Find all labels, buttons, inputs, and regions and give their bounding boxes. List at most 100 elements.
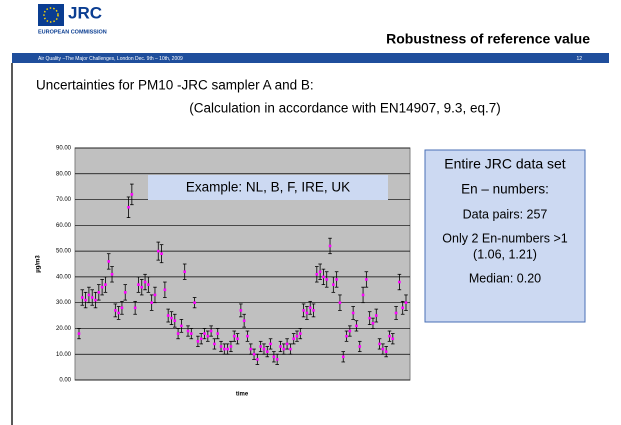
point bbox=[209, 329, 213, 333]
point bbox=[137, 283, 140, 286]
logo-stars bbox=[43, 7, 59, 23]
point bbox=[236, 337, 239, 341]
slide-title: Robustness of reference value bbox=[386, 31, 590, 47]
point bbox=[345, 334, 348, 338]
point bbox=[143, 280, 147, 284]
point bbox=[249, 347, 253, 351]
info-text: Median: 0.20 bbox=[469, 271, 541, 285]
logo-sub: EUROPEAN COMMISSION bbox=[38, 29, 107, 35]
point bbox=[110, 273, 114, 276]
point bbox=[262, 347, 266, 351]
point bbox=[365, 278, 368, 281]
point bbox=[120, 306, 124, 310]
point bbox=[388, 334, 391, 338]
point bbox=[130, 193, 134, 196]
point bbox=[332, 283, 335, 286]
point bbox=[107, 260, 111, 263]
point bbox=[351, 311, 355, 315]
point bbox=[335, 278, 338, 281]
point bbox=[338, 301, 342, 304]
point bbox=[318, 270, 322, 274]
point bbox=[374, 314, 378, 317]
point bbox=[322, 275, 325, 279]
point bbox=[295, 334, 299, 338]
point bbox=[84, 298, 87, 302]
y-tick-label: 80.00 bbox=[56, 171, 72, 177]
point bbox=[299, 332, 302, 335]
footer-band bbox=[12, 53, 609, 63]
point bbox=[328, 244, 332, 248]
point bbox=[246, 334, 249, 338]
info-text: (1.06, 1.21) bbox=[473, 247, 537, 261]
point bbox=[127, 205, 130, 209]
point bbox=[252, 352, 256, 356]
point bbox=[153, 293, 157, 297]
info-text: Data pairs: 257 bbox=[463, 207, 548, 221]
logo-flag bbox=[38, 4, 64, 26]
point bbox=[81, 296, 84, 299]
page-number: 12 bbox=[576, 56, 582, 62]
point bbox=[203, 332, 206, 335]
point bbox=[292, 337, 295, 341]
point bbox=[361, 293, 365, 297]
point bbox=[269, 342, 272, 346]
point bbox=[381, 347, 385, 351]
x-axis-label: time bbox=[236, 392, 249, 398]
y-tick-label: 10.00 bbox=[56, 352, 72, 358]
point bbox=[371, 321, 375, 325]
y-axis-label: µg/m3 bbox=[36, 255, 42, 273]
heading: Uncertainties for PM10 -JRC sampler A an… bbox=[36, 78, 314, 93]
point bbox=[166, 314, 170, 317]
point bbox=[150, 301, 153, 304]
point bbox=[242, 319, 246, 323]
point bbox=[193, 301, 196, 304]
point bbox=[308, 306, 312, 310]
point bbox=[97, 291, 101, 294]
y-tick-label: 50.00 bbox=[56, 249, 72, 255]
point bbox=[384, 350, 388, 353]
point bbox=[368, 316, 371, 320]
point bbox=[401, 306, 404, 310]
point bbox=[398, 280, 401, 284]
point bbox=[285, 342, 289, 346]
point bbox=[123, 291, 127, 294]
annotation: Example: NL, B, F, IRE, UK bbox=[186, 180, 350, 195]
point bbox=[282, 347, 286, 351]
y-tick-label: 60.00 bbox=[56, 223, 72, 229]
point bbox=[213, 342, 216, 346]
point bbox=[259, 345, 262, 348]
point bbox=[341, 355, 345, 359]
point bbox=[232, 334, 236, 338]
point bbox=[156, 249, 160, 253]
point bbox=[94, 298, 97, 302]
point bbox=[325, 278, 329, 281]
point bbox=[216, 332, 220, 335]
point bbox=[302, 309, 305, 312]
point bbox=[173, 319, 177, 323]
y-tick-label: 30.00 bbox=[56, 300, 72, 306]
point bbox=[348, 329, 352, 333]
point bbox=[140, 285, 144, 289]
point bbox=[305, 311, 309, 315]
point bbox=[77, 332, 81, 335]
point bbox=[223, 347, 226, 351]
point bbox=[239, 309, 243, 312]
annotation-box bbox=[148, 175, 388, 200]
point bbox=[87, 293, 91, 297]
point bbox=[90, 296, 94, 299]
point bbox=[176, 332, 180, 335]
info-box bbox=[424, 149, 586, 323]
info-text: En – numbers: bbox=[461, 182, 549, 197]
point bbox=[275, 358, 279, 361]
point bbox=[133, 306, 137, 310]
y-tick-label: 0.00 bbox=[59, 378, 71, 384]
point bbox=[190, 332, 193, 335]
point bbox=[226, 347, 229, 351]
point bbox=[160, 252, 163, 255]
point bbox=[391, 337, 395, 341]
point bbox=[104, 283, 107, 286]
y-tick-label: 70.00 bbox=[56, 197, 72, 203]
footer-text: Air Quality –The Major Challenges, Londo… bbox=[38, 56, 183, 62]
point bbox=[117, 311, 120, 315]
point bbox=[114, 309, 117, 312]
